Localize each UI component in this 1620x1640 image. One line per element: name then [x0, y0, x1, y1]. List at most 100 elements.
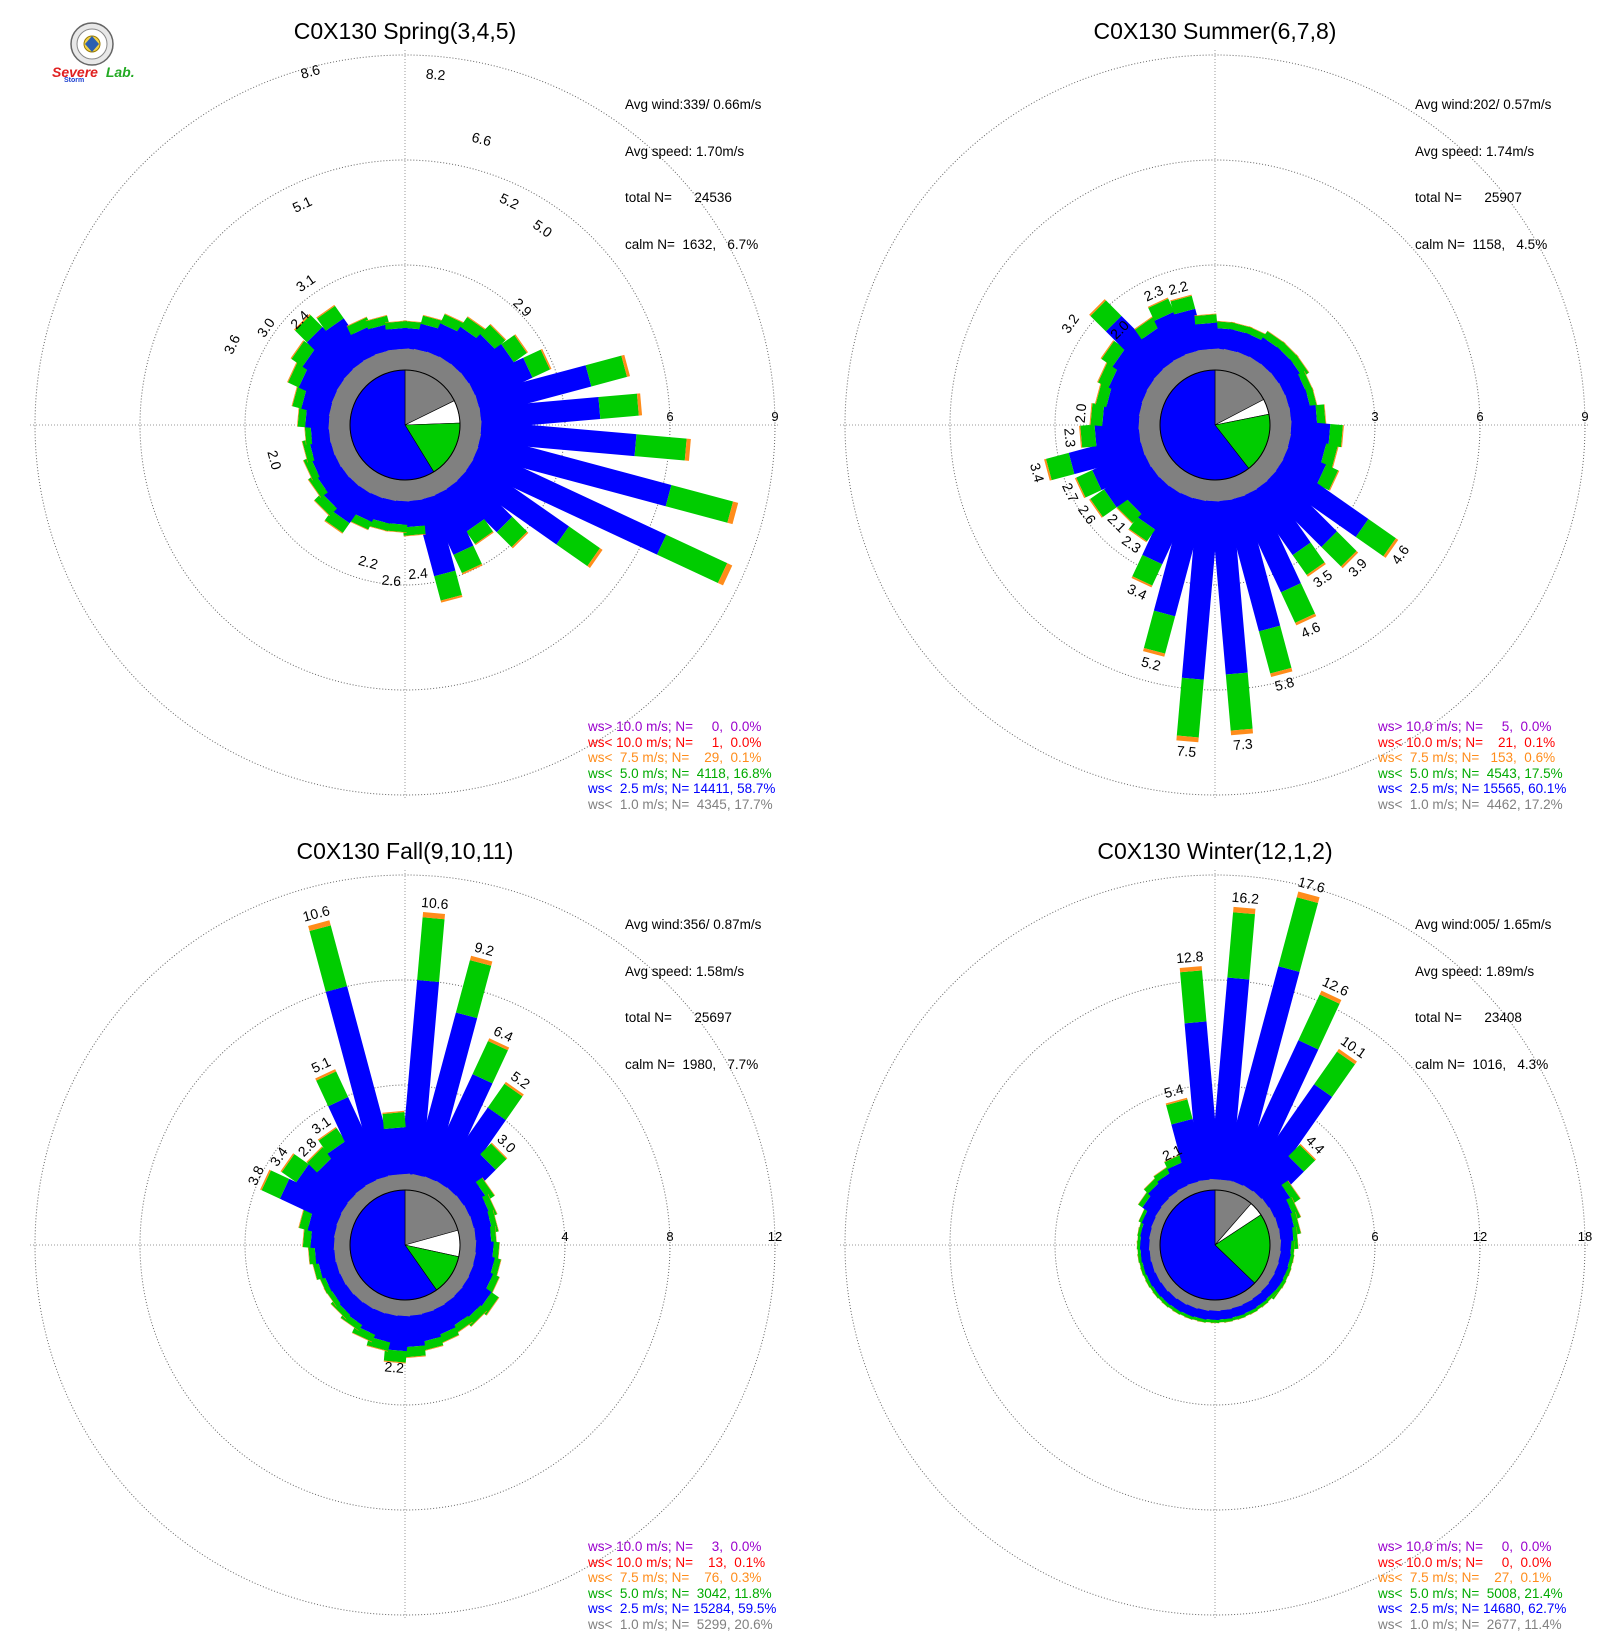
- bar-segment: [1225, 672, 1253, 731]
- bar-value-label: 2.4: [408, 565, 429, 583]
- bar-segment: [1296, 354, 1310, 373]
- bar-segment: [383, 1349, 407, 1363]
- legend-row: ws< 7.5 m/s; N= 27, 0.1%: [1378, 1570, 1552, 1585]
- bar-segment: [434, 570, 462, 601]
- bar-segment: [1306, 562, 1326, 577]
- bar-segment: [1108, 367, 1151, 403]
- bar-segment: [1305, 387, 1318, 411]
- windrose-panel-winter: 6 12 18 16.2 17.6 12.8 12.6 10.1 4.4 5.4 2.1 C0X13…: [810, 820, 1620, 1640]
- bar-segment: [1132, 554, 1163, 586]
- bar-segment: [727, 501, 739, 525]
- bar-segment: [1227, 912, 1255, 980]
- bar-segment: [450, 334, 496, 380]
- bar-segment: [403, 533, 426, 537]
- bar-segment: [492, 1209, 500, 1232]
- bar-value-label: 2.1: [1160, 1141, 1185, 1164]
- ring: [34, 874, 776, 1616]
- bar-segment: [456, 1276, 492, 1311]
- bar-segment: [302, 460, 313, 481]
- bar-segment: [1260, 470, 1337, 547]
- avg-speed: Avg speed: 1.70m/s: [625, 143, 745, 159]
- direction-bars: [287, 304, 739, 603]
- bar-value-label: 10.6: [301, 902, 332, 925]
- stats-block: Avg wind:202/ 0.57m/s Avg speed: 1.74m/s…: [1415, 66, 1551, 283]
- bar-segment: [308, 920, 331, 932]
- legend-row: ws> 10.0 m/s; N= 5, 0.0%: [1378, 719, 1552, 734]
- bar-segment: [1097, 362, 1118, 388]
- bar-segment: [1131, 576, 1153, 588]
- bar-segment: [1237, 489, 1301, 593]
- bar-segment: [1341, 425, 1344, 448]
- bar-segment: [291, 384, 298, 407]
- bar-segment: [328, 1097, 386, 1186]
- bar-segment: [1296, 891, 1320, 903]
- bar-value-label: 17.6: [1296, 873, 1327, 896]
- legend-row: ws< 5.0 m/s; N= 4118, 16.8%: [588, 765, 772, 781]
- bar-segment: [1128, 528, 1147, 543]
- ring: [949, 159, 1481, 691]
- bar-segment: [403, 320, 426, 323]
- bar-segment: [1383, 538, 1399, 558]
- logo-text-lab: Lab.: [105, 64, 135, 80]
- bar-355: [1179, 966, 1222, 1192]
- total-n: total N= 23408: [1415, 1010, 1522, 1025]
- panel-title: C0X130 Spring(3,4,5): [293, 18, 517, 44]
- bar-segment: [290, 340, 305, 359]
- bar-segment: [480, 324, 506, 350]
- bar-value-label: 3.1: [293, 271, 318, 295]
- bar-segment: [454, 1321, 473, 1336]
- bar-segment: [314, 492, 338, 516]
- bar-segment: [1147, 297, 1169, 308]
- bar-segment: [1164, 1152, 1185, 1163]
- bar-value-label: 3.4: [1027, 461, 1048, 484]
- bar-segment: [1128, 517, 1156, 542]
- ring: [844, 874, 1586, 1616]
- total-n: total N= 25697: [625, 1010, 732, 1025]
- bar-segment: [495, 1259, 502, 1281]
- bar-segment: [585, 355, 628, 387]
- bar-segment: [1298, 994, 1340, 1050]
- bar-segment: [330, 1303, 347, 1320]
- bar-segment: [366, 1345, 388, 1352]
- calm-n: calm N= 1016, 4.3%: [1415, 1056, 1549, 1072]
- bar-segment: [307, 479, 321, 498]
- bar-value-label: 3.0: [254, 315, 278, 340]
- bar-segment: [460, 344, 514, 391]
- bar-355: [384, 320, 412, 372]
- lab-seal-icon: [70, 22, 114, 66]
- bar-segment: [307, 1147, 333, 1173]
- bar-segment: [348, 512, 372, 530]
- bar-segment: [636, 393, 643, 416]
- bar-segment: [1258, 625, 1292, 674]
- bar-segment: [514, 334, 529, 354]
- ring-label: 6: [1371, 1229, 1378, 1244]
- legend-row: ws< 10.0 m/s; N= 1, 0.0%: [588, 734, 762, 750]
- bar-value-label: 7.3: [1233, 735, 1254, 753]
- bar-segment: [294, 314, 323, 343]
- bar-segment: [1230, 728, 1254, 736]
- severe-storm-lab-logo: Severe Lab. Storm: [52, 22, 152, 84]
- bar-segment: [325, 986, 398, 1180]
- bar-segment: [440, 314, 465, 333]
- bar-value-label: 6.4: [491, 1022, 516, 1045]
- bar-segment: [1044, 458, 1052, 481]
- bar-segment: [1213, 320, 1236, 323]
- bar-355: [1194, 313, 1222, 372]
- pie-outline: [349, 1189, 461, 1301]
- bar-segment: [298, 367, 341, 403]
- bar-segment: [1068, 434, 1145, 475]
- bar-95: [458, 418, 691, 461]
- bar-segment: [587, 548, 603, 568]
- avg-speed: Avg speed: 1.89m/s: [1415, 963, 1535, 979]
- bar-segment: [1319, 990, 1342, 1004]
- direction-bars: [1136, 891, 1357, 1324]
- legend-row: ws< 2.5 m/s; N= 15565, 60.1%: [1378, 781, 1567, 796]
- bar-value-label: 2.6: [381, 572, 402, 590]
- bar-segment: [523, 349, 551, 378]
- bar-value-label: 2.3: [1061, 427, 1079, 448]
- bar-segment: [306, 326, 360, 380]
- bar-segment: [1323, 404, 1327, 427]
- panel-title: C0X130 Summer(6,7,8): [1093, 18, 1337, 44]
- bar-segment: [417, 917, 445, 982]
- bar-segment: [315, 459, 350, 493]
